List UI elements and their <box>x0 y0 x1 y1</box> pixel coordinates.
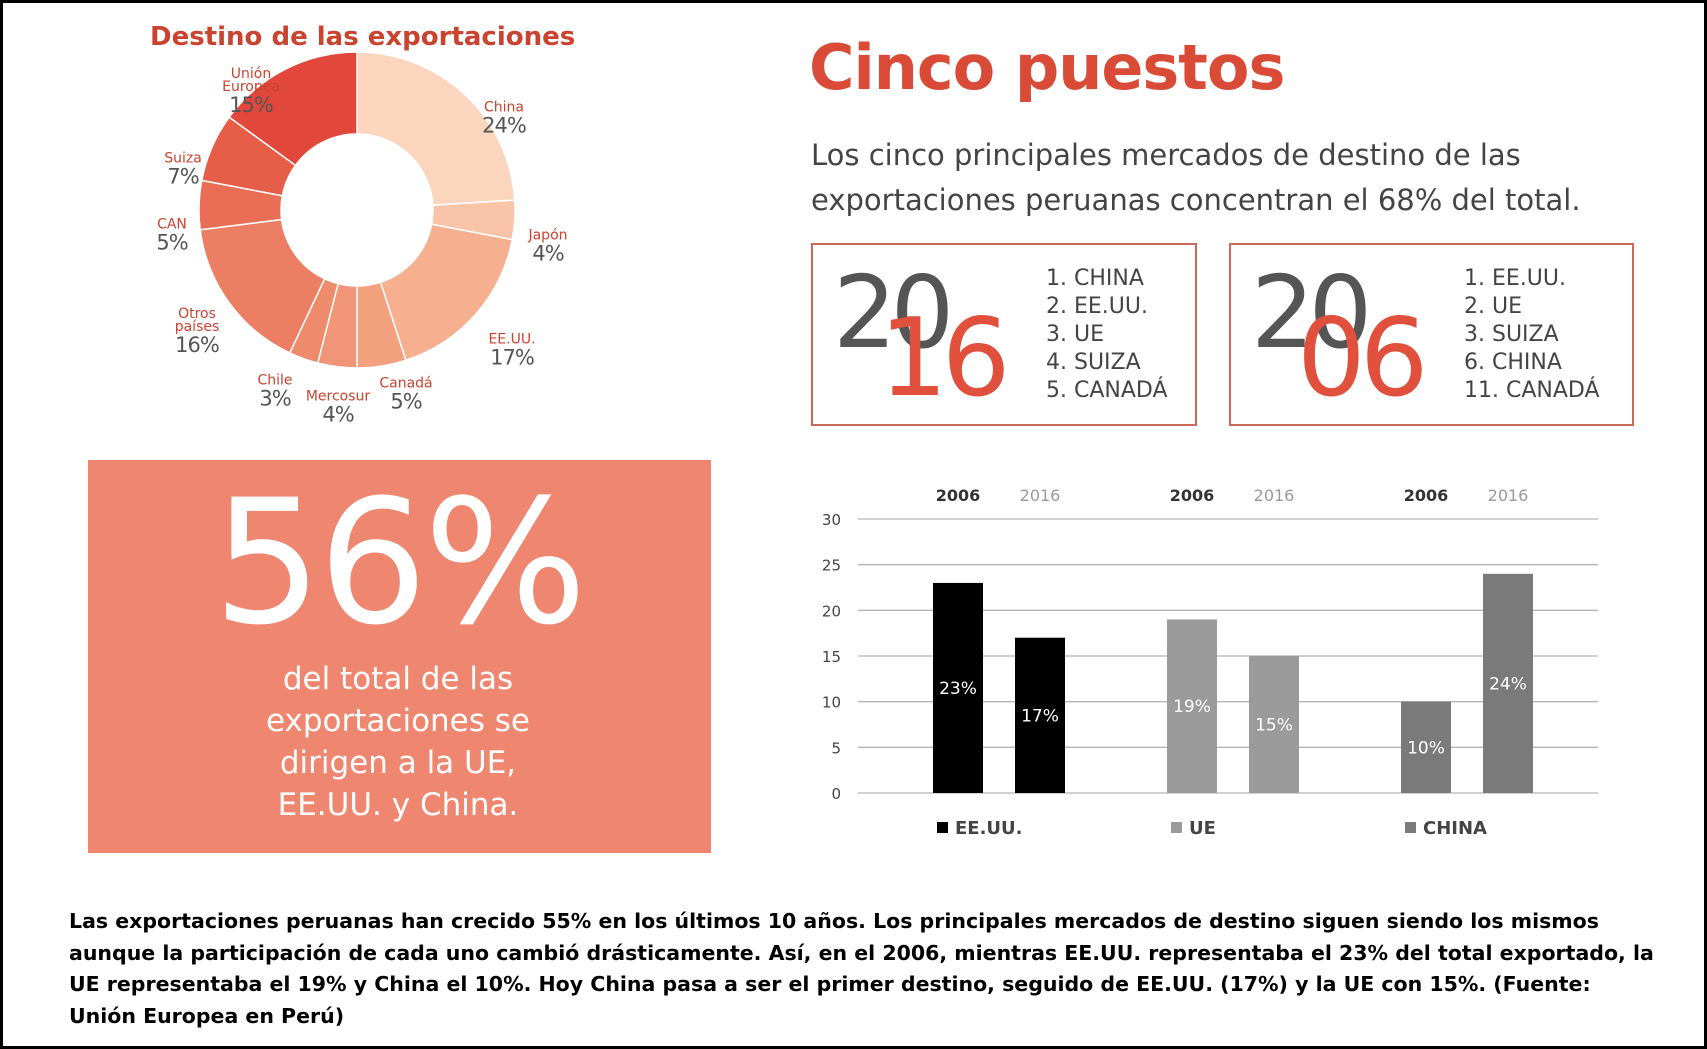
y-tick-label: 30 <box>822 511 841 529</box>
legend-swatch <box>1171 822 1182 833</box>
footer-text: Las exportaciones peruanas han crecido 5… <box>69 909 1654 1028</box>
donut-label: China 24% <box>469 99 539 138</box>
donut-label-value: 15% <box>229 93 274 117</box>
canvas: Destino de las exportaciones 0 5 10 15 20 25 3… <box>88 22 1598 853</box>
legend-label: CHINA <box>1423 818 1487 839</box>
series-label: 2016 <box>1020 486 1061 505</box>
ranking-item: 3. SUIZA <box>1464 322 1559 347</box>
donut-title: Destino de las exportaciones <box>150 22 575 52</box>
donut-label-name: Mercosur <box>305 388 371 405</box>
donut-label-name: Chile <box>257 372 293 389</box>
bar <box>1015 637 1065 793</box>
bar <box>1249 656 1299 793</box>
bar <box>1167 619 1217 793</box>
y-tick-label: 20 <box>822 602 841 620</box>
donut-label: Unión Europea 15% <box>216 66 286 117</box>
highlight-text: del total de las exportaciones se dirige… <box>266 661 530 823</box>
header-title: Cinco puestos <box>809 31 1285 104</box>
donut-label-value: 5% <box>390 389 422 414</box>
donut-label-name: Suiza <box>164 150 202 167</box>
year-top: 20 <box>833 254 954 371</box>
ranking-item: 2. UE <box>1464 294 1522 319</box>
ranking-item: 4. SUIZA <box>1046 350 1141 375</box>
ranking-box <box>811 243 1197 426</box>
donut-label: Canadá 5% <box>371 375 441 414</box>
bar-value-label: 17% <box>1021 706 1059 726</box>
ranking-item: 2. EE.UU. <box>1046 294 1148 319</box>
ranking-item: 1. CHINA <box>1046 266 1144 291</box>
donut-label: Chile 3% <box>240 372 310 411</box>
donut-label-value: 3% <box>259 386 291 411</box>
donut-slice <box>356 51 516 207</box>
bar <box>933 582 983 793</box>
bar-value-label: 10% <box>1407 738 1445 758</box>
series-label: 2016 <box>1254 486 1295 505</box>
bar-value-label: 23% <box>939 679 977 699</box>
legend-label: EE.UU. <box>955 818 1023 839</box>
series-label: 2016 <box>1488 486 1529 505</box>
bar <box>1401 701 1451 793</box>
bar <box>1483 573 1533 793</box>
donut-label: Japón 4% <box>513 227 583 266</box>
y-tick-label: 10 <box>822 694 841 712</box>
ranking-item: 11. CANADÁ <box>1464 378 1600 403</box>
donut-slice <box>379 223 514 362</box>
donut-label-name: China <box>484 99 524 116</box>
donut-label: CAN 5% <box>137 216 207 255</box>
series-label: 2006 <box>1170 486 1215 505</box>
y-tick-label: 15 <box>822 648 841 666</box>
y-tick-label: 25 <box>822 557 841 575</box>
ranking-item: 5. CANADÁ <box>1046 378 1168 403</box>
donut-label-value: 24% <box>482 113 527 138</box>
donut-label-value: 17% <box>490 345 535 370</box>
donut-label-name: Unión Europea <box>222 66 280 95</box>
legend-swatch <box>937 822 948 833</box>
legend-label: UE <box>1189 818 1216 839</box>
ranking-item: 3. UE <box>1046 322 1104 347</box>
donut-label-name: Canadá <box>379 375 433 392</box>
highlight-figure: 56% <box>212 462 587 663</box>
donut-label: Otros países 16% <box>162 306 232 357</box>
highlight-box <box>88 460 711 853</box>
year-top: 20 <box>1251 254 1372 371</box>
ranking-box <box>1229 243 1634 426</box>
donut-label-name: EE.UU. <box>488 331 536 348</box>
ranking-item: 1. EE.UU. <box>1464 266 1566 291</box>
donut-label-name: Otros países <box>174 306 220 335</box>
y-tick-label: 5 <box>831 739 841 757</box>
bar-value-label: 24% <box>1489 674 1527 694</box>
legend-swatch <box>1405 822 1416 833</box>
donut-slice <box>228 51 358 167</box>
donut-label-name: Japón <box>528 227 568 244</box>
year-bottom: 16 <box>879 296 1010 421</box>
header-subtitle: Los cinco principales mercados de destin… <box>811 138 1581 217</box>
donut-label: Suiza 7% <box>148 150 218 189</box>
donut-label: EE.UU. 17% <box>477 331 547 370</box>
y-tick-label: 0 <box>831 785 841 803</box>
donut-label-value: 4% <box>532 241 564 266</box>
donut-label-value: 4% <box>322 402 354 427</box>
donut-label-value: 16% <box>175 333 220 357</box>
donut-slice <box>199 218 326 354</box>
bar-value-label: 19% <box>1173 697 1211 717</box>
ranking-item: 6. CHINA <box>1464 350 1562 375</box>
donut-label-name: CAN <box>157 216 187 233</box>
donut-label-value: 7% <box>167 164 199 189</box>
series-label: 2006 <box>936 486 981 505</box>
year-bottom: 06 <box>1297 296 1428 421</box>
donut-label-value: 5% <box>156 230 188 255</box>
series-label: 2006 <box>1404 486 1449 505</box>
donut-label: Mercosur 4% <box>303 388 373 427</box>
bar-value-label: 15% <box>1255 716 1293 736</box>
